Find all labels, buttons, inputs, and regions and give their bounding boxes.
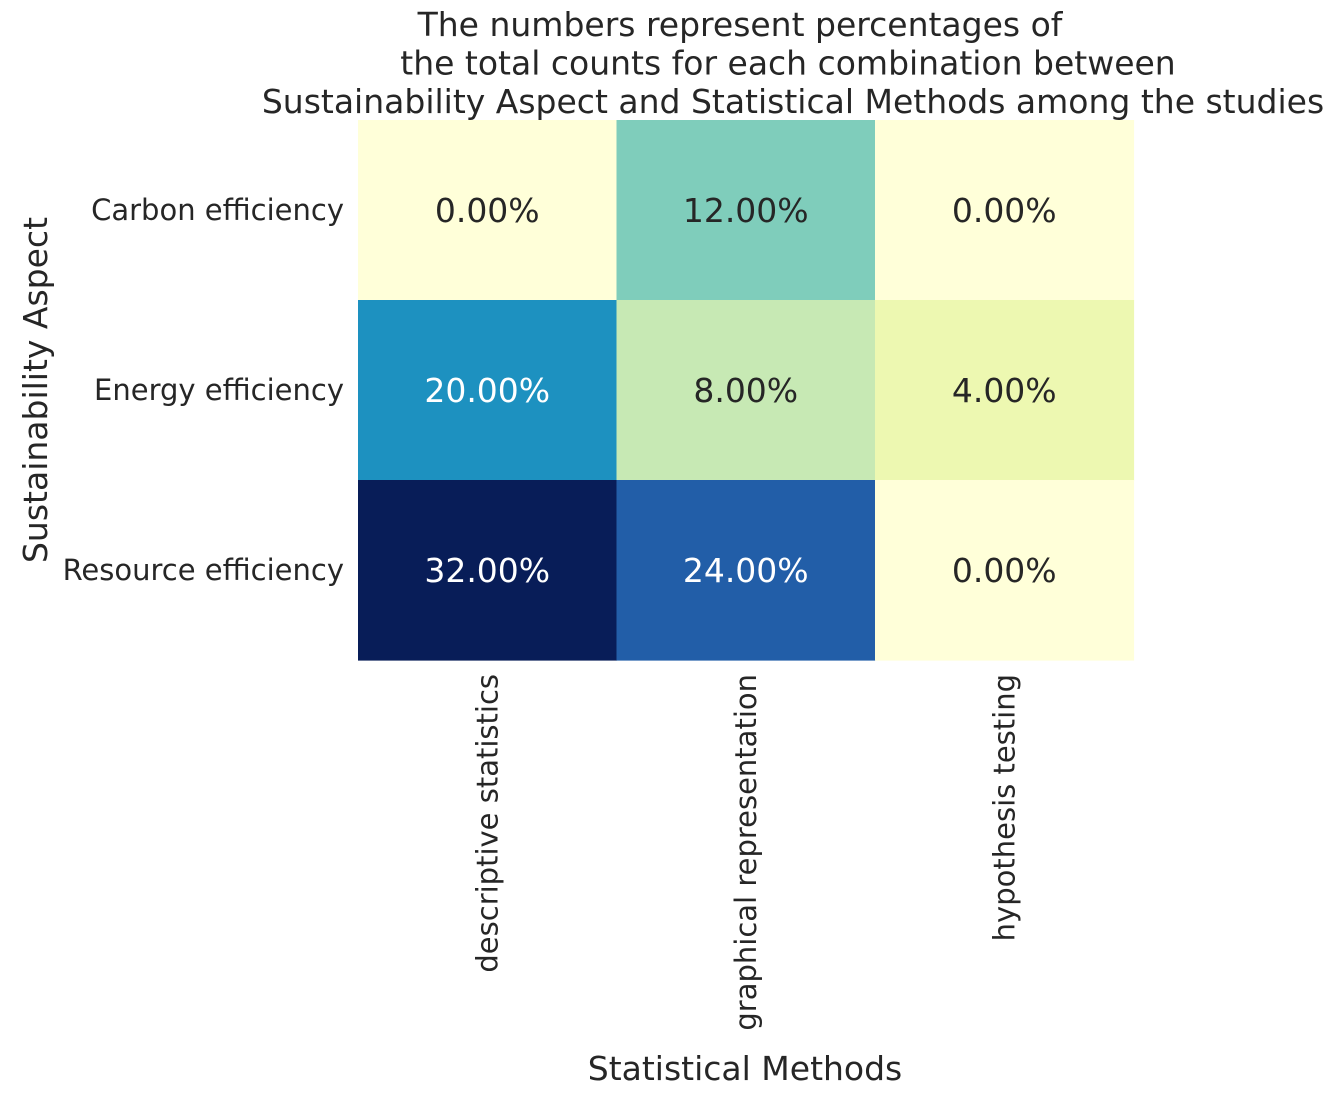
cell-value-label: 0.00% [435,191,540,230]
cell-value-label: 0.00% [952,551,1057,590]
heatmap-cell [875,480,1135,661]
chart-title-line: The numbers represent percentages of [417,5,1064,44]
heatmap-cell [358,480,618,661]
heatmap-cell [616,300,876,481]
y-tick-label: Energy efficiency [94,373,344,407]
heatmap-cell [875,120,1135,301]
cell-value-labels: 0.00% 12.00% 0.00% 20.00% 8.00% 4.00% 32.00% 24… [424,191,1056,590]
heatmap-cell [875,300,1135,481]
cell-value-label: 0.00% [952,191,1057,230]
chart-title-line: the total counts for each combination be… [400,44,1175,83]
cell-value-label: 20.00% [424,371,550,410]
y-tick-labels: Carbon efficiency Energy efficiency Resour… [63,193,344,587]
x-tick-labels: descriptive statistics graphical represen… [470,674,1021,1031]
cell-value-label: 4.00% [952,371,1057,410]
heatmap-cell [616,120,876,301]
y-tick-label: Carbon efficiency [91,193,344,227]
heatmap-cells [358,120,1135,661]
cell-value-label: 32.00% [424,551,550,590]
heatmap-cell [358,120,618,301]
heatmap-cell [358,300,618,481]
chart-title-line: Sustainability Aspect and Statistical Me… [262,82,1324,121]
x-tick-label: graphical representation [729,674,763,1031]
chart-title: The numbers represent percentages ofthe … [262,5,1324,121]
cell-value-label: 24.00% [683,551,809,590]
cell-value-label: 12.00% [683,191,809,230]
x-tick-label: hypothesis testing [987,674,1021,941]
x-tick-label: descriptive statistics [470,674,504,973]
y-tick-label: Resource efficiency [63,553,344,587]
cell-value-label: 8.00% [693,371,798,410]
x-axis-label: Statistical Methods [588,1049,903,1088]
heatmap-cell [616,480,876,661]
y-axis-label: Sustainability Aspect [16,217,55,563]
